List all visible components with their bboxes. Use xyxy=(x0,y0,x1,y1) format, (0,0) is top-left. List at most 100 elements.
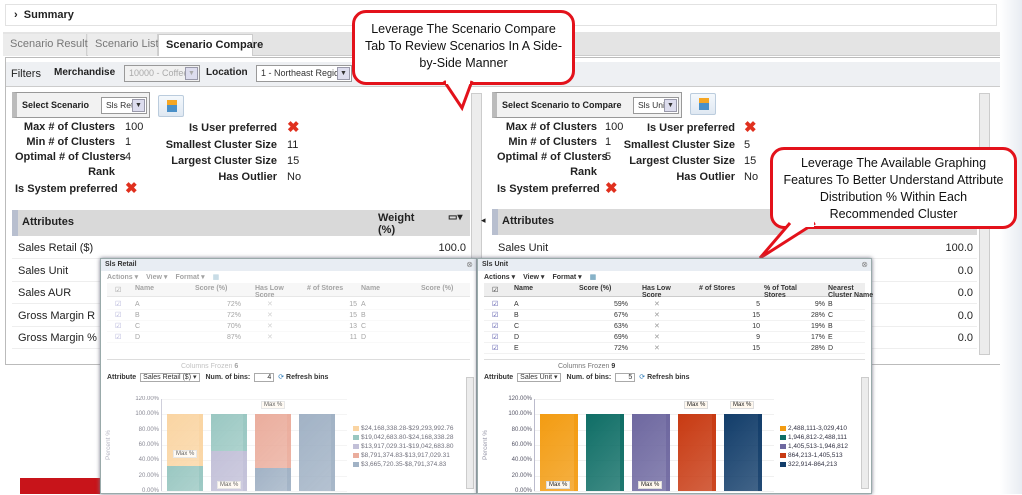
bins-input[interactable]: 5 xyxy=(615,373,636,382)
column-header: Score (%) xyxy=(579,285,612,292)
y-tick-label: 120.00% xyxy=(135,396,159,402)
tab-scenario-results[interactable]: Scenario Results xyxy=(3,34,93,56)
score: 87% xyxy=(226,334,241,341)
gridline xyxy=(161,414,347,416)
y-tick-label: 20.00% xyxy=(138,472,159,479)
bar-segment xyxy=(678,414,716,491)
row-checkbox[interactable]: ☑ xyxy=(115,301,122,308)
grid-row[interactable]: ☑ D 87% ✕ 11 D xyxy=(107,332,470,343)
grid-row[interactable]: ☑ A 72% ✕ 15 A xyxy=(107,299,470,310)
grid-toolbar: Actions ▾ View ▾ Format ▾ ▦ xyxy=(484,273,596,281)
legend-swatch xyxy=(780,452,786,458)
row-checkbox[interactable]: ☑ xyxy=(115,334,122,341)
tab-scenario-list[interactable]: Scenario List xyxy=(88,34,159,56)
row-checkbox[interactable]: ☑ xyxy=(492,301,499,308)
stat-value: 4 xyxy=(125,151,132,163)
y-tick-label: 60.00% xyxy=(138,442,159,448)
stat-label: Is User preferred xyxy=(646,122,735,134)
stat-value: 1 xyxy=(125,136,132,148)
attribute-weight: 0.0 xyxy=(957,287,973,299)
bins-input[interactable]: 4 xyxy=(254,373,275,382)
row-checkbox[interactable]: ☑ xyxy=(492,312,499,319)
histogram-popup-sls-unit: Sls Unit ⊗ Actions ▾ View ▾ Format ▾ ▦ ☑ Name Sc… xyxy=(477,258,873,494)
popup-scrollbar[interactable] xyxy=(861,377,869,489)
legend-swatch xyxy=(353,425,359,431)
divider xyxy=(484,359,865,360)
popup-title: Sls Unit xyxy=(478,259,871,271)
view-menu[interactable]: View ▾ xyxy=(146,274,168,281)
y-tick-label: 80.00% xyxy=(511,426,532,433)
bar-segment xyxy=(167,414,203,466)
bar-segment xyxy=(724,414,762,491)
view-menu[interactable]: View ▾ xyxy=(523,274,545,281)
cluster-name: A xyxy=(514,301,519,308)
low-score-x-icon: ✕ xyxy=(267,301,273,308)
row-checkbox[interactable]: ☑ xyxy=(492,323,499,330)
detach-icon[interactable]: ▦ xyxy=(589,274,597,281)
select-all-checkbox[interactable]: ☑ xyxy=(115,287,122,294)
actions-menu[interactable]: Actions ▾ xyxy=(107,274,139,281)
gridline xyxy=(161,460,347,462)
window-edge xyxy=(1000,0,1022,494)
select-compare-box: Select Scenario to Compare Sls Unit ▼ xyxy=(492,92,682,118)
grid-row[interactable]: ☑ E 72% ✕ 15 28% D xyxy=(484,343,865,354)
tab-scenario-compare[interactable]: Scenario Compare xyxy=(158,34,263,56)
bar-segment xyxy=(211,414,247,452)
refresh-bins-button[interactable]: Refresh bins xyxy=(647,374,690,381)
attribute-row[interactable]: Sales Unit 100.0 xyxy=(492,237,977,259)
y-axis xyxy=(534,399,535,491)
y-tick-label: 0.00% xyxy=(514,488,532,494)
location-select[interactable]: 1 - Northeast Region ▼ xyxy=(256,65,352,82)
nearest-cluster: B xyxy=(828,301,833,308)
legend-swatch xyxy=(353,452,359,458)
nearest-cluster: B xyxy=(361,312,366,319)
actions-menu[interactable]: Actions ▾ xyxy=(484,274,516,281)
format-menu[interactable]: Format ▾ xyxy=(175,274,205,281)
compare-scenario-select[interactable]: Sls Unit ▼ xyxy=(633,97,679,114)
low-score-x-icon: ✕ xyxy=(654,323,660,330)
collapse-arrow-icon[interactable]: ◂ xyxy=(481,215,486,225)
grid-row[interactable]: ☑ C 70% ✕ 13 C xyxy=(107,321,470,332)
refresh-icon[interactable]: ⟳ xyxy=(639,374,648,381)
nearest-cluster: C xyxy=(361,323,367,330)
grid-row[interactable]: ☑ D 69% ✕ 9 17% E xyxy=(484,332,865,343)
legend-swatch xyxy=(780,434,786,440)
column-menu-icon[interactable]: ▭▾ xyxy=(448,212,463,223)
refresh-icon[interactable]: ⟳ xyxy=(278,374,287,381)
score: 72% xyxy=(613,345,628,352)
expand-icon: › xyxy=(14,9,24,21)
format-menu[interactable]: Format ▾ xyxy=(552,274,582,281)
bar-segment xyxy=(299,414,335,491)
merchandise-select[interactable]: 10000 - Coffee ▼ xyxy=(124,65,200,82)
grid-row[interactable]: ☑ A 59% ✕ 5 9% B xyxy=(484,299,865,310)
attribute-label: Attribute xyxy=(484,374,514,381)
close-icon[interactable]: ⊗ xyxy=(861,260,868,269)
row-checkbox[interactable]: ☑ xyxy=(492,345,499,352)
score: 63% xyxy=(613,323,628,330)
grid-row[interactable]: ☑ B 72% ✕ 15 B xyxy=(107,310,470,321)
row-checkbox[interactable]: ☑ xyxy=(115,323,122,330)
merchandise-label: Merchandise xyxy=(54,67,116,78)
attribute-name: Gross Margin R xyxy=(18,309,96,322)
scenario-select[interactable]: Sls Retail ▼ xyxy=(101,97,147,114)
detach-icon[interactable]: ▦ xyxy=(212,274,220,281)
chart-icon[interactable] xyxy=(690,93,716,115)
select-all-checkbox[interactable]: ☑ xyxy=(492,287,499,294)
refresh-bins-button[interactable]: Refresh bins xyxy=(286,374,329,381)
chevron-down-icon: ▼ xyxy=(132,99,145,112)
low-score-x-icon: ✕ xyxy=(654,312,660,319)
attribute-select[interactable]: Sales Retail ($) ▾ xyxy=(140,373,200,382)
bar-segment xyxy=(255,468,291,491)
grid-header: ☑ Name Score (%) Has Low Score # of Stores Na… xyxy=(107,283,470,299)
chart-icon[interactable] xyxy=(158,95,184,117)
attribute-row[interactable]: Sales Retail ($) 100.0 xyxy=(12,237,470,259)
close-x-icon: ✖ xyxy=(744,119,757,136)
popup-scrollbar[interactable] xyxy=(466,377,474,489)
legend-swatch xyxy=(353,443,359,449)
grid-row[interactable]: ☑ C 63% ✕ 10 19% B xyxy=(484,321,865,332)
grid-row[interactable]: ☑ B 67% ✕ 15 28% C xyxy=(484,310,865,321)
attribute-select[interactable]: Sales Unit ▾ xyxy=(517,373,561,382)
row-checkbox[interactable]: ☑ xyxy=(492,334,499,341)
close-icon[interactable]: ⊗ xyxy=(466,260,473,269)
row-checkbox[interactable]: ☑ xyxy=(115,312,122,319)
